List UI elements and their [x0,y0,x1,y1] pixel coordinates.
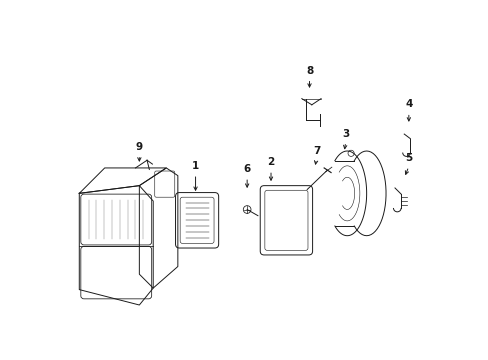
Text: 8: 8 [305,66,312,76]
Text: 4: 4 [405,99,412,109]
FancyBboxPatch shape [180,197,214,243]
Text: 2: 2 [267,157,274,167]
FancyBboxPatch shape [154,171,174,197]
Text: 3: 3 [342,129,348,139]
FancyBboxPatch shape [260,186,312,255]
Circle shape [347,150,353,156]
Text: 5: 5 [405,153,412,163]
Text: 7: 7 [312,145,320,156]
FancyBboxPatch shape [175,193,218,248]
Text: 9: 9 [136,142,142,152]
Text: 1: 1 [192,161,199,171]
FancyBboxPatch shape [81,247,151,299]
FancyBboxPatch shape [81,194,151,245]
Circle shape [243,206,250,213]
FancyBboxPatch shape [264,190,307,250]
Text: 6: 6 [243,164,250,174]
